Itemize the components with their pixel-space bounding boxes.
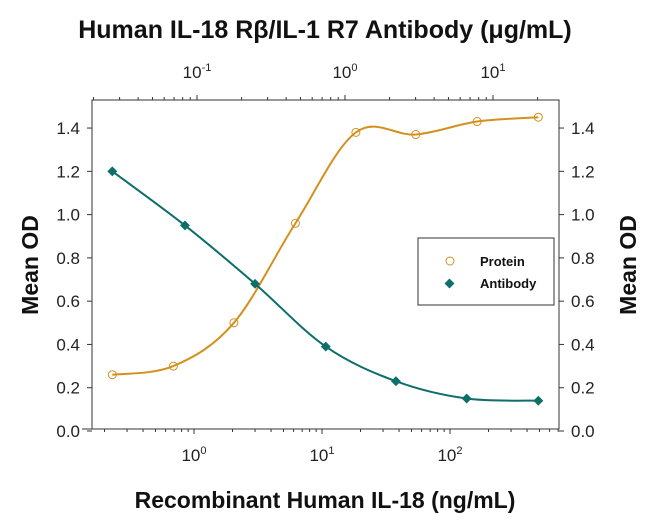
right-y-axis: 0.0 0.2 0.4 0.6 0.8 1.0 1.2 1.4 [559,119,595,441]
y-tick-label: 0.8 [56,249,80,268]
protein-data-point [472,117,482,127]
protein-data-point [411,130,421,140]
x-tick-label: 101 [309,445,334,465]
x-axis-title: Recombinant Human IL-18 (ng/mL) [135,487,516,513]
y-tick-label: 0.2 [56,379,80,398]
protein-data-point [351,127,361,137]
antibody-data-point [461,393,472,404]
y-tick-label: 1.0 [56,206,80,225]
legend: Protein Antibody [417,237,555,306]
protein-data-point [290,218,300,228]
y-tick-label: 1.2 [56,162,80,181]
antibody-data-point [533,395,544,406]
legend-box [417,237,555,306]
x2-tick-label: 10-1 [183,62,212,82]
y-tick-label: 0.0 [56,422,80,441]
antibody-data-point [180,220,190,231]
antibody-data-point [250,278,261,289]
bottom-x-axis: 100 101 102 [82,428,559,465]
y2-tick-label: 1.2 [571,162,595,181]
y2-tick-label: 0.2 [571,379,595,398]
x2-tick-label: 100 [332,62,357,82]
y2-tick-label: 0.6 [571,292,595,311]
legend-label-antibody: Antibody [480,276,537,291]
y-tick-label: 1.4 [56,119,80,138]
legend-label-protein: Protein [480,254,525,269]
y-axis-title-right: Mean OD [615,215,641,315]
protein-data-point [533,112,543,122]
left-y-axis: 0.0 0.2 0.4 0.6 0.8 1.0 1.2 1.4 [56,119,92,441]
y-tick-label: 0.4 [56,335,80,354]
x2-tick-label: 101 [480,62,505,82]
protein-curve [112,116,539,376]
x-tick-label: 100 [181,445,206,465]
top-x-axis: 10-1 100 101 [92,62,559,101]
y-axis-title-left: Mean OD [17,215,43,315]
y-tick-label: 0.6 [56,292,80,311]
y2-tick-label: 0.0 [571,422,595,441]
antibody-marker-icon [444,278,455,289]
y2-tick-label: 1.0 [571,206,595,225]
protein-data-point [107,370,117,380]
antibody-data-point [390,376,401,387]
data-points [107,112,544,406]
protein-marker-icon [445,256,455,266]
y2-tick-label: 1.4 [571,119,595,138]
x-tick-label: 102 [437,445,462,465]
protein-data-point [229,318,239,328]
y2-tick-label: 0.4 [571,335,595,354]
protein-data-point [168,361,178,371]
y2-tick-label: 0.8 [571,249,595,268]
plot-area [91,99,560,430]
antibody-data-point [107,166,118,177]
chart-title: Human IL-18 Rβ/IL-1 R7 Antibody (μg/mL) [78,16,572,44]
antibody-data-point [320,341,331,352]
